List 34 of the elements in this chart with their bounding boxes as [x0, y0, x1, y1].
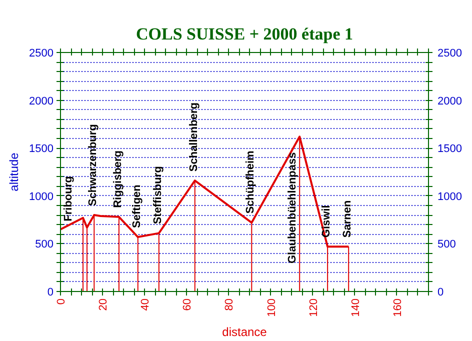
x-tick-label: 0 — [56, 298, 68, 305]
ref-line-label: Steffisburg — [152, 166, 164, 224]
x-tick-label: 140 — [350, 298, 362, 317]
ref-line-label: Schwarzenburg — [87, 124, 100, 206]
ref-line-label: Giswil — [320, 205, 333, 238]
ref-line-label: Glaubenbüehlenpass — [286, 152, 299, 264]
y-tick-label: 500 — [35, 238, 54, 251]
x-axis-title: distance — [222, 324, 268, 339]
ref-line-label: Schallenberg — [188, 102, 200, 172]
x-tick-label: 100 — [266, 298, 278, 317]
ref-line-label: Schüpfheim — [244, 150, 257, 214]
ref-line-label: Sarnen — [342, 200, 354, 238]
chart-title: COLS SUISSE + 2000 étape 1 — [136, 24, 354, 44]
y-axis-title: altitude — [7, 152, 22, 192]
ref-line-label: Riggisberg — [112, 150, 124, 208]
y-tick-label: 2000 — [29, 95, 54, 108]
x-tick-label: 40 — [140, 298, 152, 311]
y-tick-label: 2500 — [29, 48, 54, 60]
x-tick-label: 80 — [224, 298, 236, 311]
y-tick-label: 0 — [47, 286, 54, 298]
x-tick-label: 120 — [308, 298, 320, 317]
y2-tick-label: 2500 — [438, 48, 462, 60]
x-tick-label: 20 — [98, 298, 110, 311]
y-tick-label: 1500 — [29, 143, 54, 156]
ref-line-label: Seftigen — [130, 184, 143, 228]
y2-tick-label: 1000 — [438, 190, 462, 203]
annotation: Fribourg — [62, 176, 74, 222]
y2-tick-label: 1500 — [438, 143, 462, 156]
y2-tick-label: 0 — [438, 286, 444, 298]
y2-tick-label: 500 — [438, 238, 456, 251]
x-tick-label: 60 — [182, 298, 194, 311]
x-tick-label: 160 — [392, 298, 404, 317]
y-tick-label: 1000 — [29, 190, 54, 203]
y2-tick-label: 2000 — [438, 95, 462, 108]
